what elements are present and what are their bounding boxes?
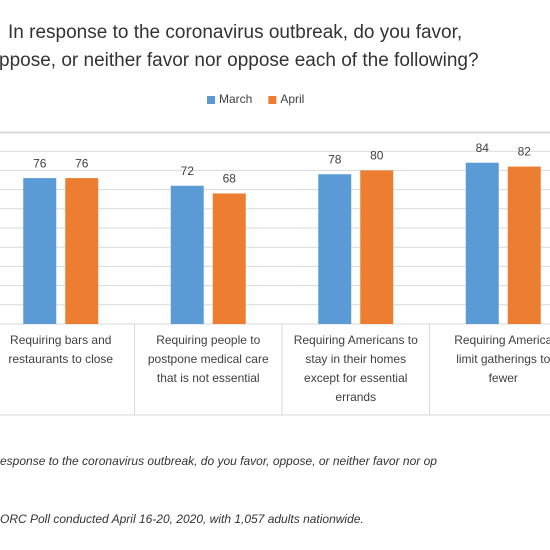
x-tick-label: that is not essential (157, 371, 260, 385)
chart-title: In response to the coronavirus outbreak,… (8, 22, 462, 43)
value-label: 78 (328, 152, 342, 166)
x-tick-label: stay in their homes (305, 352, 406, 366)
bar (465, 162, 499, 324)
legend-swatch (268, 96, 277, 104)
value-label: 76 (33, 156, 47, 170)
x-tick-label: Requiring people to (156, 333, 260, 347)
bar (507, 166, 541, 324)
value-label: 82 (518, 145, 532, 159)
x-tick-label: Requiring bars and (10, 333, 111, 347)
bar (23, 178, 57, 324)
x-tick-label: postpone medical care (148, 352, 269, 366)
x-tick-label: limit gatherings to (456, 352, 550, 366)
x-tick-label: restaurants to close (8, 352, 113, 366)
bar (212, 193, 246, 324)
value-label: 80 (370, 149, 384, 163)
footnote: ORC Poll conducted April 16-20, 2020, wi… (0, 512, 364, 526)
legend-label: April (280, 92, 304, 106)
x-tick-label: fewer (489, 371, 518, 385)
bar (360, 170, 394, 324)
value-label: 68 (223, 172, 237, 186)
bar (65, 178, 99, 324)
x-tick-label: Requiring Americans to (294, 333, 418, 347)
value-label: 76 (75, 156, 89, 170)
legend-label: March (219, 92, 252, 106)
bar (170, 185, 204, 324)
value-label: 72 (181, 164, 195, 178)
x-tick-label: Requiring America (454, 333, 550, 347)
footnote: esponse to the coronavirus outbreak, do … (0, 454, 437, 468)
legend-swatch (207, 96, 215, 104)
value-label: 84 (476, 141, 490, 155)
x-tick-label: errands (335, 390, 376, 404)
x-tick-label: except for essential (304, 371, 407, 385)
bar (318, 174, 352, 324)
chart-border (0, 132, 550, 416)
chart-title: ppose, or neither favor nor oppose each … (0, 50, 479, 71)
